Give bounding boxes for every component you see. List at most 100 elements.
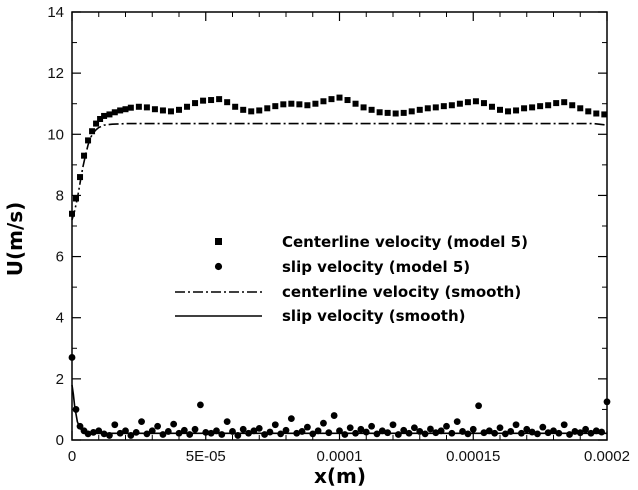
legend-label: Centerline velocity (model 5) (282, 233, 528, 251)
centerline-model5-point (176, 106, 182, 113)
centerline-model5-point (480, 100, 487, 107)
x-tick-label: 0.00015 (446, 448, 500, 465)
slip-model5-point (539, 423, 547, 431)
slip-model5-point (330, 412, 338, 419)
slip-model5-point (598, 428, 606, 436)
centerline-model5-point (593, 110, 600, 117)
centerline-model5-point (537, 103, 544, 110)
centerline-model5-point (296, 101, 303, 108)
x-tick-label: 0 (68, 448, 76, 465)
centerline-model5-point (89, 128, 96, 135)
centerline-model5-point (472, 98, 479, 105)
slip-model5-point (512, 421, 520, 429)
centerline-model5-point (167, 108, 174, 115)
centerline-model5-point (456, 100, 463, 107)
y-tick-label: 12 (47, 65, 64, 82)
centerline-model5-point (97, 116, 104, 122)
y-tick-label: 0 (56, 432, 64, 449)
centerline-model5-point (336, 94, 343, 101)
series-4 (71, 384, 607, 435)
legend-item: slip velocity (model 5) (214, 258, 470, 276)
centerline-model5-point (392, 110, 399, 117)
centerline-model5-point (81, 152, 88, 159)
centerline-model5-point (352, 100, 359, 107)
series-layer (68, 94, 611, 439)
legend-circle-marker (214, 262, 223, 271)
slip-model5-point (411, 424, 418, 432)
slip-model5-point (255, 424, 263, 432)
slip-model5-point (346, 424, 354, 432)
slip-model5-point (389, 421, 397, 429)
centerline-model5-point (400, 109, 407, 116)
slip-model5-point (197, 401, 204, 409)
centerline-model5-point (101, 112, 108, 119)
x-tick-label: 0.0001 (317, 448, 363, 465)
centerline-model5-point (151, 106, 158, 113)
y-tick-label: 2 (56, 371, 64, 388)
axes-layer: 0 5E-05 0.0001 0.00015 0.0002 0 2 4 6 8 10 12 14 (47, 4, 630, 465)
legend-item: slip velocity (smooth) (175, 307, 466, 325)
slip-model5-point (427, 425, 434, 433)
slip-model5-point (266, 428, 274, 436)
centerline-model5-point (184, 103, 191, 110)
centerline-model5-point (432, 104, 439, 111)
centerline-model5-point (200, 97, 207, 104)
slip-model5-point (469, 425, 477, 433)
centerline-model5-point (464, 99, 471, 106)
series-3 (71, 122, 608, 221)
centerline-model5-point (117, 107, 124, 114)
centerline-smooth-line (71, 122, 608, 221)
centerline-model5-point (376, 109, 383, 116)
y-tick-label: 10 (47, 126, 64, 143)
centerline-model5-point (529, 104, 536, 111)
slip-model5-point (443, 422, 450, 430)
centerline-model5-point (240, 106, 247, 113)
centerline-model5-point (122, 106, 129, 113)
centerline-model5-point (505, 108, 512, 115)
slip-model5-point (68, 354, 76, 361)
slip-model5-point (368, 422, 375, 430)
centerline-model5-point (159, 107, 166, 114)
centerline-model5-point (416, 106, 423, 113)
centerline-model5-point (601, 111, 608, 118)
slip-model5-point (453, 418, 461, 426)
slip-smooth-line (71, 384, 607, 435)
legend-item: centerline velocity (smooth) (175, 283, 521, 301)
slip-model5-point (341, 431, 349, 438)
y-tick-label: 6 (56, 249, 64, 266)
slip-model5-point (304, 423, 311, 431)
centerline-model5-point (328, 96, 335, 103)
slip-model5-point (223, 418, 231, 426)
y-tick-label: 8 (56, 187, 64, 204)
centerline-model5-point (344, 97, 351, 104)
legend-label: centerline velocity (smooth) (282, 283, 521, 301)
centerline-model5-point (111, 109, 118, 116)
centerline-model5-point (304, 102, 311, 109)
slip-model5-point (362, 428, 370, 436)
centerline-model5-point (127, 104, 134, 111)
slip-model5-point (218, 431, 226, 438)
centerline-model5-point (569, 102, 576, 109)
centerline-model5-point (69, 210, 75, 217)
centerline-model5-point (216, 96, 223, 103)
slip-model5-point (191, 425, 199, 433)
slip-model5-point (138, 418, 145, 426)
series-2 (68, 354, 611, 439)
centerline-model5-point (545, 102, 552, 109)
slip-model5-point (400, 426, 408, 434)
legend-label: slip velocity (model 5) (282, 258, 470, 276)
centerline-model5-point (320, 98, 327, 105)
slip-model5-point (180, 426, 188, 434)
y-tick-label: 14 (47, 4, 64, 21)
y-tick-label: 4 (56, 310, 64, 327)
centerline-model5-point (497, 106, 503, 113)
centerline-model5-point (272, 103, 279, 110)
centerline-model5-point (384, 109, 391, 116)
centerline-model5-point (256, 107, 263, 114)
centerline-model5-point (248, 108, 255, 115)
centerline-model5-point (448, 102, 455, 109)
centerline-model5-point (360, 104, 367, 111)
centerline-model5-point (232, 103, 239, 110)
plot-area (71, 11, 608, 441)
slip-model5-point (282, 426, 290, 434)
